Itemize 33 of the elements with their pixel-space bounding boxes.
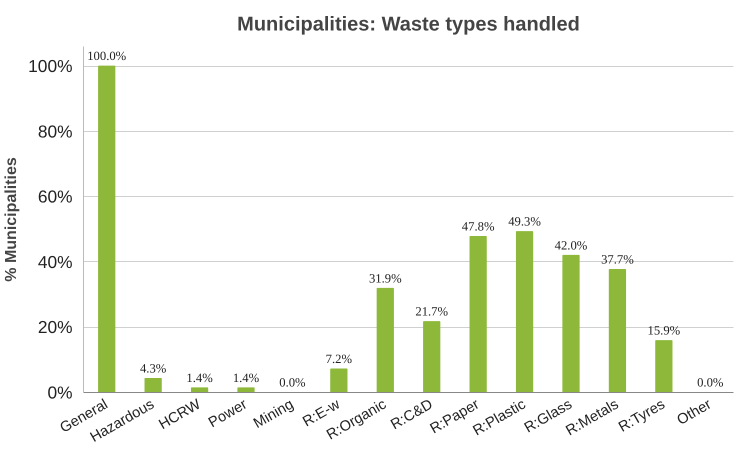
y-axis-title: % Municipalities bbox=[3, 157, 20, 282]
data-label: 4.3% bbox=[140, 361, 167, 376]
data-label: 1.4% bbox=[232, 370, 260, 385]
data-label: 0.0% bbox=[697, 376, 724, 390]
data-label: 21.7% bbox=[415, 304, 449, 319]
y-tick-label: 80% bbox=[38, 121, 73, 142]
bar bbox=[655, 340, 672, 392]
chart-title: Municipalities: Waste types handled bbox=[237, 14, 580, 36]
y-tick-label: 60% bbox=[38, 186, 73, 207]
data-label: 100.0% bbox=[87, 49, 127, 64]
bar bbox=[376, 288, 394, 392]
data-label: 1.4% bbox=[186, 370, 214, 385]
bar bbox=[562, 254, 580, 392]
bar bbox=[608, 268, 626, 392]
data-label: 42.0% bbox=[554, 238, 588, 252]
y-tick-label: 100% bbox=[28, 56, 73, 76]
bar bbox=[98, 66, 116, 392]
x-tick-label: Other bbox=[674, 396, 714, 429]
data-label: 7.2% bbox=[326, 352, 352, 366]
bar bbox=[423, 321, 440, 392]
y-tick-label: 40% bbox=[38, 252, 73, 272]
data-label: 47.8% bbox=[462, 219, 495, 234]
y-tick-label: 20% bbox=[38, 317, 73, 338]
data-label: 15.9% bbox=[648, 324, 681, 338]
data-label: 37.7% bbox=[601, 252, 634, 266]
bar bbox=[516, 231, 534, 392]
data-label: 0.0% bbox=[279, 376, 306, 390]
data-label: 31.9% bbox=[368, 271, 402, 286]
data-label: 49.3% bbox=[508, 214, 542, 229]
bar bbox=[470, 236, 487, 392]
y-tick-label: 0% bbox=[47, 382, 72, 402]
bar bbox=[144, 378, 162, 392]
bar bbox=[330, 368, 348, 392]
